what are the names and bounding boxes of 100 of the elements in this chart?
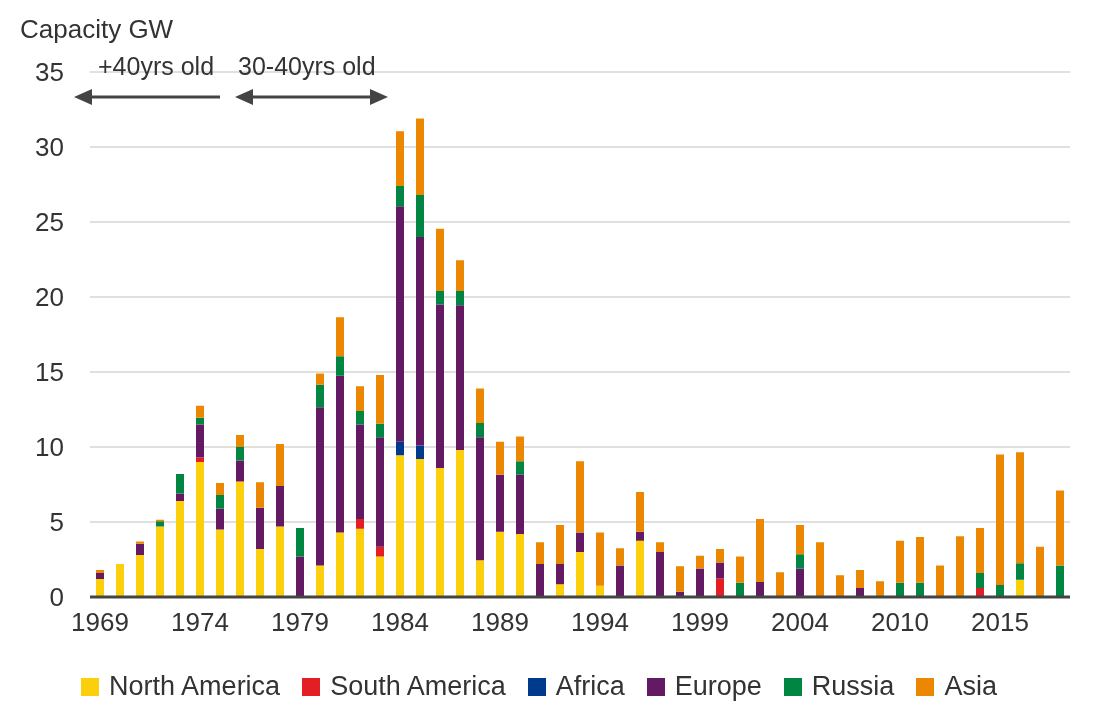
bar [376,546,384,557]
bar [596,532,604,586]
bar [356,528,364,597]
bar [336,317,344,357]
bar [376,437,384,547]
bar [196,417,204,425]
bar [516,461,524,475]
bar [416,237,424,446]
bar [456,291,464,306]
bar [396,455,404,597]
bar [236,460,244,482]
bar [996,585,1004,597]
bar [616,565,624,597]
bar [356,519,364,529]
bar [436,468,444,597]
x-tick-label: 2015 [971,607,1029,638]
bar [716,549,724,563]
bar [436,228,444,291]
legend-label: Russia [811,671,895,702]
bar [636,492,644,532]
bar [196,462,204,597]
y-tick-label: 30 [35,132,64,163]
bar [816,542,824,597]
bar [156,526,164,597]
bar [456,450,464,597]
bar [736,582,744,597]
bar [216,508,224,530]
bar [616,548,624,566]
x-tick-label: 2004 [771,607,829,638]
bar [796,568,804,597]
bar [1016,452,1024,564]
bar [936,565,944,597]
bar [896,540,904,583]
bar [556,525,564,564]
bar [216,529,224,597]
bar [836,575,844,597]
x-tick-label: 1989 [471,607,529,638]
bar [556,564,564,585]
legend-label: Europe [674,671,762,702]
bar [196,424,204,458]
bar [756,582,764,597]
bar [516,534,524,597]
bar [216,495,224,509]
bar [316,565,324,597]
bar [116,564,124,597]
x-tick-label: 1994 [571,607,629,638]
bar [236,447,244,461]
bar [776,572,784,597]
x-tick-label: 1974 [171,607,229,638]
bar [1036,546,1044,597]
annotation: +40yrs old [98,52,215,81]
bar [476,388,484,423]
y-axis-title: Capacity GW [20,14,174,44]
bar [696,568,704,597]
bar [436,291,444,305]
bar [716,562,724,579]
y-tick-label: 0 [49,582,64,613]
bar [796,554,804,569]
bar [496,441,504,475]
bar [396,441,404,456]
bar [1016,579,1024,597]
bar [516,474,524,534]
bar [296,556,304,597]
bar [476,423,484,438]
bar [996,454,1004,585]
bar [656,552,664,597]
bar [536,542,544,564]
bar [736,556,744,583]
bar [296,528,304,557]
bar [876,581,884,597]
bar [316,407,324,566]
bar [916,537,924,583]
bar [136,555,144,597]
bar [436,304,444,468]
y-tick-label: 25 [35,207,64,238]
x-tick-label: 2010 [871,607,929,638]
bar [276,526,284,597]
bar [216,483,224,495]
bar [356,424,364,519]
bar [516,436,524,462]
bar [96,573,104,579]
legend-label: Asia [944,671,997,702]
legend-label: South America [330,671,506,702]
bar [416,445,424,459]
bar [576,552,584,597]
bar [96,570,104,573]
bar [496,474,504,532]
bar [496,531,504,597]
bar [136,543,144,555]
bar [796,525,804,555]
bar [276,444,284,486]
bar [976,528,984,573]
bar [576,461,584,533]
bar [1056,565,1064,597]
y-tick-label: 15 [35,357,64,388]
bar [416,459,424,597]
y-tick-label: 20 [35,282,64,313]
bar [456,260,464,291]
bar [256,482,264,508]
bar [396,186,404,207]
